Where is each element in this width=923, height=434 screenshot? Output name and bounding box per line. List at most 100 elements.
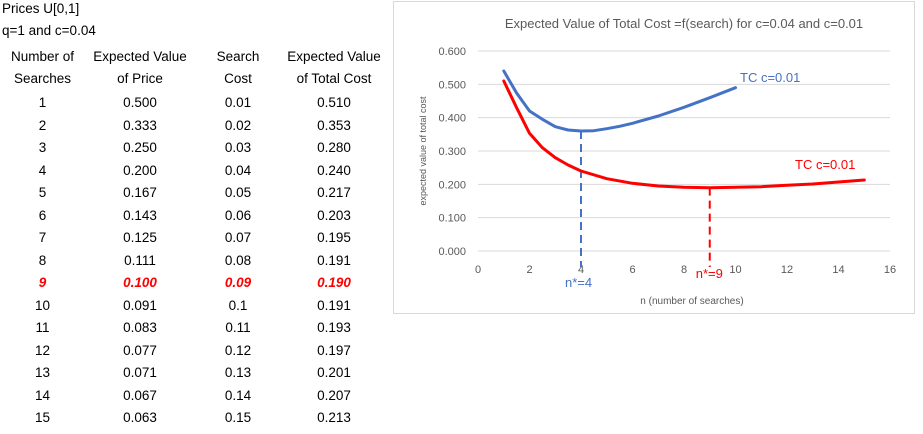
- optimum-label-2: n*=9: [696, 266, 723, 281]
- table-row: 7 0.125 0.07 0.195: [0, 227, 387, 250]
- table-cell: 0.063: [123, 410, 157, 425]
- table-cell: 0.01: [224, 95, 252, 110]
- series-label-1: TC c=0.01: [740, 70, 800, 85]
- table-cell: 6: [38, 207, 47, 223]
- table-cell: 0.213: [317, 410, 351, 425]
- y-tick-label: 0.600: [438, 46, 466, 58]
- table-cell: 0.14: [224, 387, 252, 403]
- y-tick-label: 0.500: [438, 79, 466, 91]
- chart-title: Expected Value of Total Cost =f(search) …: [505, 16, 863, 31]
- table-cell: 0.12: [224, 342, 252, 358]
- table-cell: 0.250: [123, 140, 157, 155]
- table-cell: 0.04: [224, 162, 252, 178]
- column-header-total-cost: Expected Value of Total Cost: [287, 49, 381, 86]
- column-header-expected-price: Expected Value of Price: [93, 49, 187, 86]
- x-tick-label: 2: [526, 264, 532, 276]
- y-tick-label: 0.100: [438, 213, 466, 225]
- table-cell: 0.510: [317, 95, 351, 110]
- x-tick-label: 16: [884, 264, 896, 276]
- table-cell: 0.125: [123, 230, 157, 245]
- x-tick-label: 8: [681, 264, 687, 276]
- table-cell: 0.193: [317, 320, 351, 335]
- table-cell: 0.190: [317, 275, 351, 290]
- table-cell: 0.207: [317, 387, 351, 403]
- table-cell: 2: [38, 117, 47, 133]
- table-cell: 0.100: [123, 275, 157, 290]
- x-tick-label: 14: [832, 264, 844, 276]
- table-cell: 0.197: [317, 342, 351, 358]
- table-cell: 7: [38, 230, 47, 245]
- table-cell: 1: [38, 95, 47, 110]
- table-cell: 0.06: [224, 207, 252, 223]
- table-cell: 0.167: [123, 185, 157, 200]
- table-row: 8 0.111 0.08 0.191: [0, 250, 387, 273]
- table-row: 12 0.077 0.12 0.197: [0, 340, 387, 363]
- table-cell: 0.13: [224, 365, 252, 380]
- x-axis-label: n (number of searches): [640, 296, 743, 307]
- table-cell: 0.191: [317, 297, 351, 313]
- table-cell: 0.200: [123, 162, 157, 178]
- table-cell: 0.500: [123, 95, 157, 110]
- table-row: 15 0.063 0.15 0.213: [0, 407, 387, 430]
- table-cell: 0.240: [317, 162, 351, 178]
- table-cell: 0.07: [224, 230, 252, 245]
- y-tick-label: 0.200: [438, 179, 466, 191]
- table-row: 3 0.250 0.03 0.280: [0, 137, 387, 160]
- table-row: 11 0.083 0.11 0.193: [0, 317, 387, 340]
- table-cell: 0.217: [317, 185, 351, 200]
- x-tick-label: 6: [629, 264, 635, 276]
- table-row: 2 0.333 0.02 0.353: [0, 115, 387, 138]
- spreadsheet-table: Prices U[0,1] q=1 and c=0.04 Number of S…: [0, 0, 392, 434]
- series-label-2: TC c=0.01: [795, 157, 855, 172]
- table-cell: 0.111: [124, 252, 156, 268]
- table-cell: 0.09: [224, 275, 252, 290]
- table-cell: 0.03: [224, 140, 252, 155]
- x-tick-label: 0: [475, 264, 481, 276]
- table-cell: 3: [38, 140, 47, 155]
- column-header-search-cost: Search Cost: [216, 49, 260, 86]
- table-cell: 0.333: [123, 117, 157, 133]
- table-cell: 0.071: [123, 365, 157, 380]
- x-tick-label: 10: [729, 264, 741, 276]
- table-cell: 4: [38, 162, 47, 178]
- table-cell: 12: [34, 342, 51, 358]
- chart-panel: Expected Value of Total Cost =f(search) …: [393, 1, 915, 314]
- table-cell: 0.067: [123, 387, 157, 403]
- column-header-searches: Number of Searches: [10, 49, 75, 86]
- line-chart: Expected Value of Total Cost =f(search) …: [418, 16, 896, 307]
- table-cell: 0.203: [317, 207, 351, 223]
- table-row: 1 0.500 0.01 0.510: [0, 92, 387, 115]
- table-cell: 8: [38, 252, 47, 268]
- table-cell: 0.08: [224, 252, 252, 268]
- table-cell: 0.11: [225, 320, 251, 335]
- y-axis-label: expected value of total cost: [418, 96, 428, 206]
- table-cell: 0.195: [317, 230, 351, 245]
- sheet-subtitle: q=1 and c=0.04: [2, 23, 96, 38]
- series-line-1: [502, 69, 737, 133]
- table-cell: 0.1: [228, 297, 248, 313]
- table-cell: 14: [34, 387, 51, 403]
- x-tick-label: 12: [781, 264, 793, 276]
- table-cell: 0.15: [224, 410, 252, 425]
- y-tick-label: 0.000: [438, 246, 466, 258]
- table-row: 4 0.200 0.04 0.240: [0, 160, 387, 183]
- table-cell: 0.353: [317, 117, 351, 133]
- table-cell: 0.02: [224, 117, 252, 133]
- table-cell: 9: [38, 275, 47, 290]
- table-cell: 0.280: [317, 140, 351, 155]
- table-cell: 0.05: [224, 185, 252, 200]
- table-cell: 0.143: [123, 207, 157, 223]
- y-tick-label: 0.400: [438, 113, 466, 125]
- table-cell: 0.077: [123, 342, 157, 358]
- x-tick-label: 4: [578, 264, 584, 276]
- table-cell: 0.091: [123, 297, 157, 313]
- table-cell: 15: [34, 410, 51, 425]
- table-row: 10 0.091 0.1 0.191: [0, 295, 387, 318]
- y-tick-label: 0.300: [438, 146, 466, 158]
- series-line-2: [502, 79, 866, 190]
- table-row: 13 0.071 0.13 0.201: [0, 362, 387, 385]
- table-row: 9 0.100 0.09 0.190: [0, 272, 387, 295]
- optimum-label-1: n*=4: [565, 275, 592, 290]
- table-cell: 5: [38, 185, 47, 200]
- table-row: 5 0.167 0.05 0.217: [0, 182, 387, 205]
